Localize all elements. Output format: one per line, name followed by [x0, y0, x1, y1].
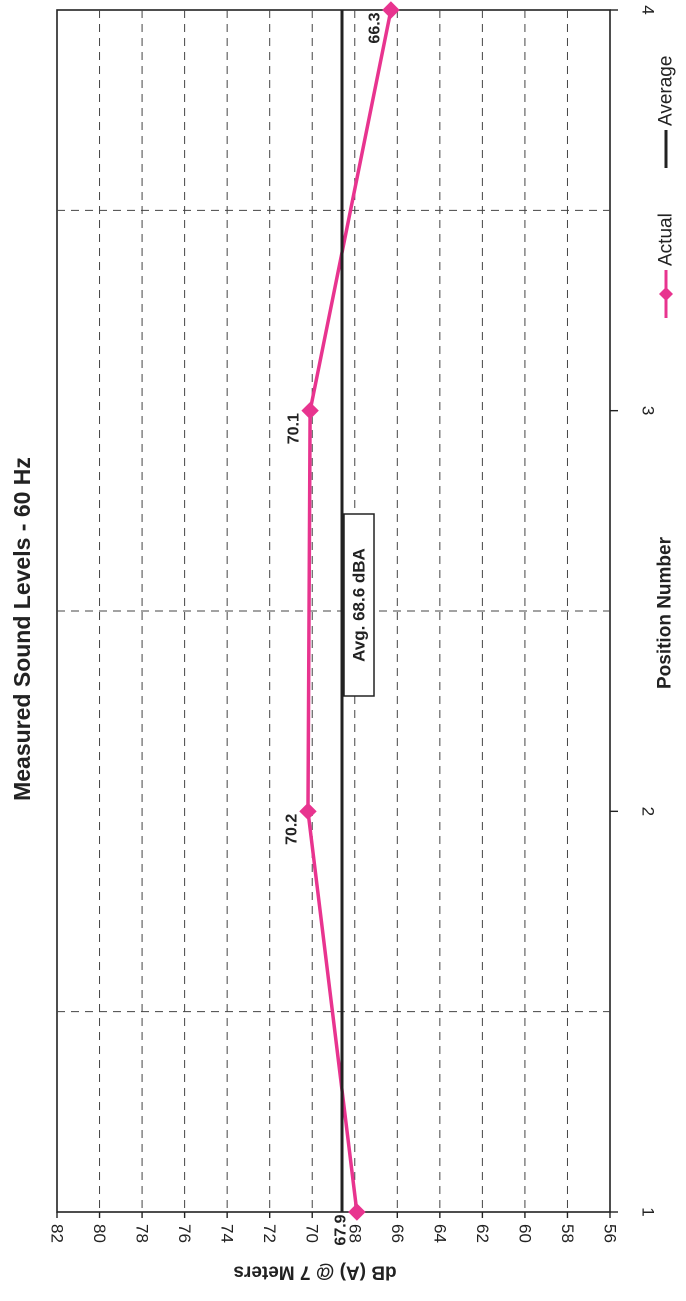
- y-tick-label: 74: [218, 1224, 237, 1243]
- data-label: 70.1: [286, 413, 303, 444]
- y-tick-label: 56: [601, 1224, 620, 1243]
- y-tick-label: 72: [260, 1224, 279, 1243]
- series-group: [299, 1, 400, 1221]
- chart-title: Measured Sound Levels - 60 Hz: [9, 457, 35, 801]
- y-tick-label: 80: [90, 1224, 109, 1243]
- actual-marker: [299, 802, 317, 821]
- y-tick-label: 70: [303, 1224, 322, 1243]
- legend-actual-label: Actual: [656, 213, 677, 266]
- y-tick-label: 64: [430, 1224, 449, 1243]
- y-axis-title: dB (A) @ 7 Meters: [233, 1262, 396, 1283]
- x-tick-label: 4: [639, 5, 658, 14]
- actual-line: [306, 9, 393, 1213]
- actual-marker: [301, 401, 319, 420]
- data-label: 66.3: [366, 12, 383, 43]
- y-tick-label: 62: [473, 1224, 492, 1243]
- x-tick-label: 3: [639, 406, 658, 415]
- data-label: 67.9: [332, 1214, 349, 1245]
- data-label: 70.2: [283, 814, 300, 845]
- y-tick-label: 82: [48, 1224, 67, 1243]
- x-tick-label: 2: [639, 807, 658, 816]
- y-tick-label: 78: [133, 1224, 152, 1243]
- axes: 56 58 60 62 64 66 68 70 72 74 76 78 80 82 1 2 3 4: [48, 5, 658, 1243]
- legend-actual-marker: [659, 287, 673, 301]
- x-axis-title: Position Number: [655, 536, 676, 689]
- actual-marker: [348, 1203, 366, 1221]
- labels-group: Measured Sound Levels - 60 Hz dB (A) @ 7 …: [9, 12, 676, 1282]
- y-tick-label: 66: [388, 1224, 407, 1243]
- x-tick-label: 1: [639, 1207, 658, 1216]
- y-tick-label: 76: [175, 1224, 194, 1243]
- y-tick-label: 60: [515, 1224, 534, 1243]
- average-annotation: Avg. 68.6 dBA: [350, 548, 369, 662]
- average-annotation-box: [343, 513, 375, 697]
- y-tick-label: 68: [345, 1224, 364, 1243]
- legend: Actual Average: [656, 56, 677, 318]
- actual-marker: [382, 1, 400, 19]
- legend-average-label: Average: [656, 56, 677, 126]
- y-tick-label: 58: [558, 1224, 577, 1243]
